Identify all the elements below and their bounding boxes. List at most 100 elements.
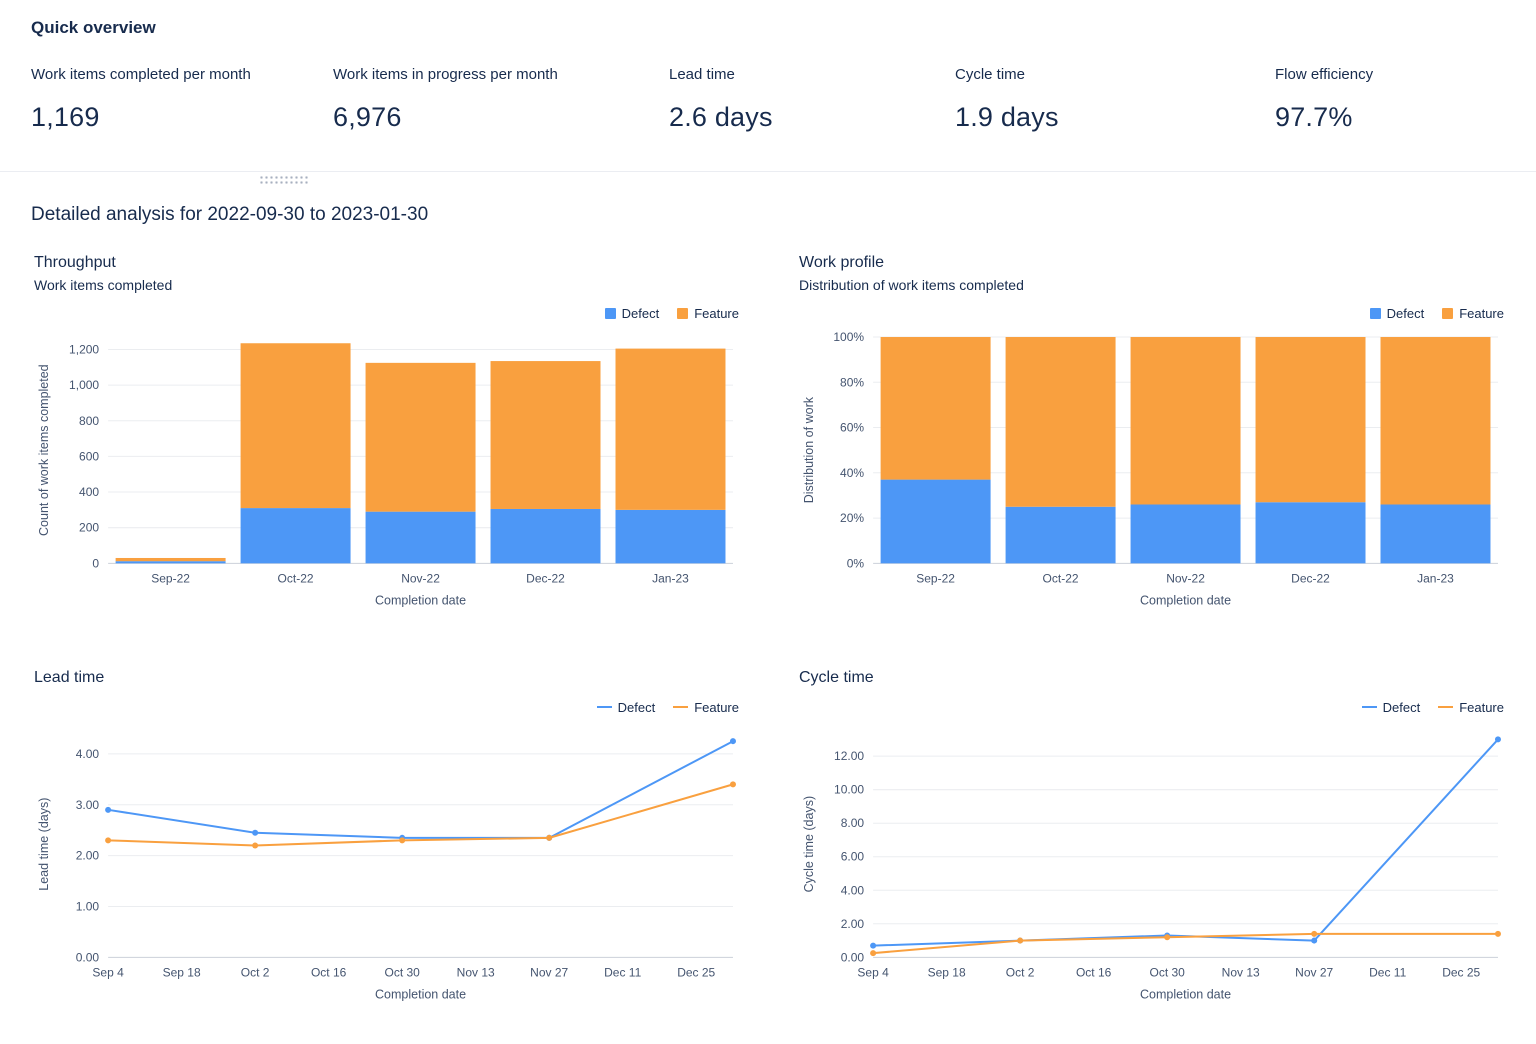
y-tick-label: 1.00 [76,900,100,914]
legend-item-defect[interactable]: Defect [1361,700,1420,715]
kpi-value: 1,169 [31,102,100,132]
line-defect[interactable] [107,740,734,840]
data-point-defect[interactable] [1311,937,1318,944]
y-tick-label: 12.00 [834,750,864,764]
x-tick-label: Oct 30 [1149,966,1185,980]
data-point-feature[interactable] [729,781,736,788]
data-point-feature[interactable] [1164,934,1171,941]
legend-label: Feature [1459,699,1504,715]
legend-swatch-feature [1438,706,1454,709]
data-point-feature[interactable] [1017,937,1024,944]
bar-segment-feature[interactable] [880,337,991,480]
x-tick-label: Dec 11 [1369,966,1406,980]
legend-item-defect[interactable]: Defect [596,700,655,715]
bar-segment-defect[interactable] [1380,504,1491,564]
bar-segment-defect[interactable] [1130,504,1241,564]
data-point-feature[interactable] [252,842,259,849]
legend-item-feature[interactable]: Feature [677,306,739,321]
bar-segment-feature[interactable] [615,348,726,510]
y-tick-label: 0 [92,556,99,570]
data-point-defect[interactable] [1494,736,1501,743]
y-tick-label: 4.00 [76,747,100,761]
chart-subtitle: Distribution of work items completed [799,277,1024,293]
chart-title: Work profile [799,254,885,271]
x-tick-label: Dec 25 [677,966,715,980]
legend-item-feature[interactable]: Feature [1442,306,1504,321]
y-tick-label: 600 [79,449,99,463]
bar-segment-feature[interactable] [1005,337,1116,507]
x-tick-label: Sep-22 [151,571,190,585]
data-point-feature[interactable] [1494,931,1501,938]
bar-segment-feature[interactable] [490,361,601,509]
legend-swatch-defect [1369,307,1381,319]
y-tick-label: 8.00 [841,817,865,831]
bar-segment-feature[interactable] [1380,337,1491,505]
work-profile-chart[interactable]: 0% 20% 40% 60% 80% 100% Distribution of work Co… [799,327,1506,609]
bar-segment-defect[interactable] [115,561,226,564]
legend-swatch-defect [1361,706,1377,709]
y-tick-label: 6.00 [841,850,865,864]
lead-time-chart[interactable]: 0.00 1.00 2.00 3.00 4.00 Lead time (days) Comp… [34,721,741,1003]
bar-segment-feature[interactable] [115,557,226,562]
x-tick-label: Nov 27 [1295,966,1333,980]
cycle-time-chart[interactable]: 0.00 2.00 4.00 6.00 8.00 10.00 12.00 Cycle time… [799,721,1506,1003]
x-tick-label: Dec 25 [1442,966,1480,980]
line-defect[interactable] [873,739,1499,948]
data-point-feature[interactable] [1311,931,1318,938]
data-point-feature[interactable] [546,835,553,842]
drag-handle-icon[interactable] [258,174,308,185]
data-point-defect[interactable] [870,942,877,949]
y-tick-label: 0.00 [841,951,865,965]
bar-segment-defect[interactable] [240,508,351,564]
bar-segment-defect[interactable] [880,479,991,564]
kpi-value: 6,976 [333,102,402,132]
x-tick-label: Nov 13 [1222,966,1260,980]
kpi-label: Cycle time [955,66,1026,83]
kpi-value: 97.7% [1275,102,1353,132]
bar-segment-feature[interactable] [1255,337,1366,503]
bar-segment-defect[interactable] [1255,502,1366,564]
data-point-feature[interactable] [105,837,112,844]
x-tick-label: Sep 18 [928,966,966,980]
data-point-defect[interactable] [729,738,736,745]
x-axis-title: Completion date [1140,593,1231,607]
kpi-work-items-in-progress: Work items in progress per month 6,976 [333,66,669,133]
x-tick-label: Oct-22 [278,571,314,585]
line-feature[interactable] [108,783,734,847]
legend-item-defect[interactable]: Defect [1369,306,1424,321]
kpi-label: Work items in progress per month [333,66,558,83]
bar-segment-defect[interactable] [615,509,726,564]
data-point-defect[interactable] [105,807,112,814]
bar-segment-feature[interactable] [1130,337,1241,505]
x-tick-label: Dec-22 [1291,571,1330,585]
throughput-chart[interactable]: 0 200 400 600 800 1,000 1,200 Count of work ite… [34,327,741,609]
charts-grid: Throughput Work items completed Defect Fe… [0,230,1536,1004]
y-tick-label: 3.00 [76,798,100,812]
bar-segment-defect[interactable] [490,508,601,564]
legend-item-defect[interactable]: Defect [604,306,659,321]
data-point-defect[interactable] [252,830,259,837]
kpi-cycle-time: Cycle time 1.9 days [955,66,1275,133]
legend-item-feature[interactable]: Feature [1438,700,1504,715]
data-point-feature[interactable] [870,950,877,957]
line-feature[interactable] [873,933,1498,955]
bar-segment-feature[interactable] [240,343,351,509]
y-tick-label: 100% [833,330,864,344]
y-tick-label: 800 [79,414,99,428]
x-tick-label: Sep 18 [163,966,201,980]
x-tick-label: Nov 13 [457,966,495,980]
y-tick-label: 10.00 [834,783,864,797]
chart-subtitle: Work items completed [34,277,173,293]
y-tick-label: 80% [840,375,864,389]
legend-item-feature[interactable]: Feature [673,700,739,715]
bar-segment-feature[interactable] [365,362,476,512]
bar-segment-defect[interactable] [365,511,476,564]
legend-swatch-feature [677,307,689,319]
x-tick-label: Nov-22 [1166,571,1205,585]
x-tick-label: Nov 27 [530,966,568,980]
y-tick-label: 0.00 [76,951,100,965]
bar-segment-defect[interactable] [1005,506,1116,564]
analytics-dashboard-page: Quick overview Work items completed per … [0,18,1536,1004]
data-point-feature[interactable] [399,837,406,844]
y-tick-label: 60% [840,421,864,435]
